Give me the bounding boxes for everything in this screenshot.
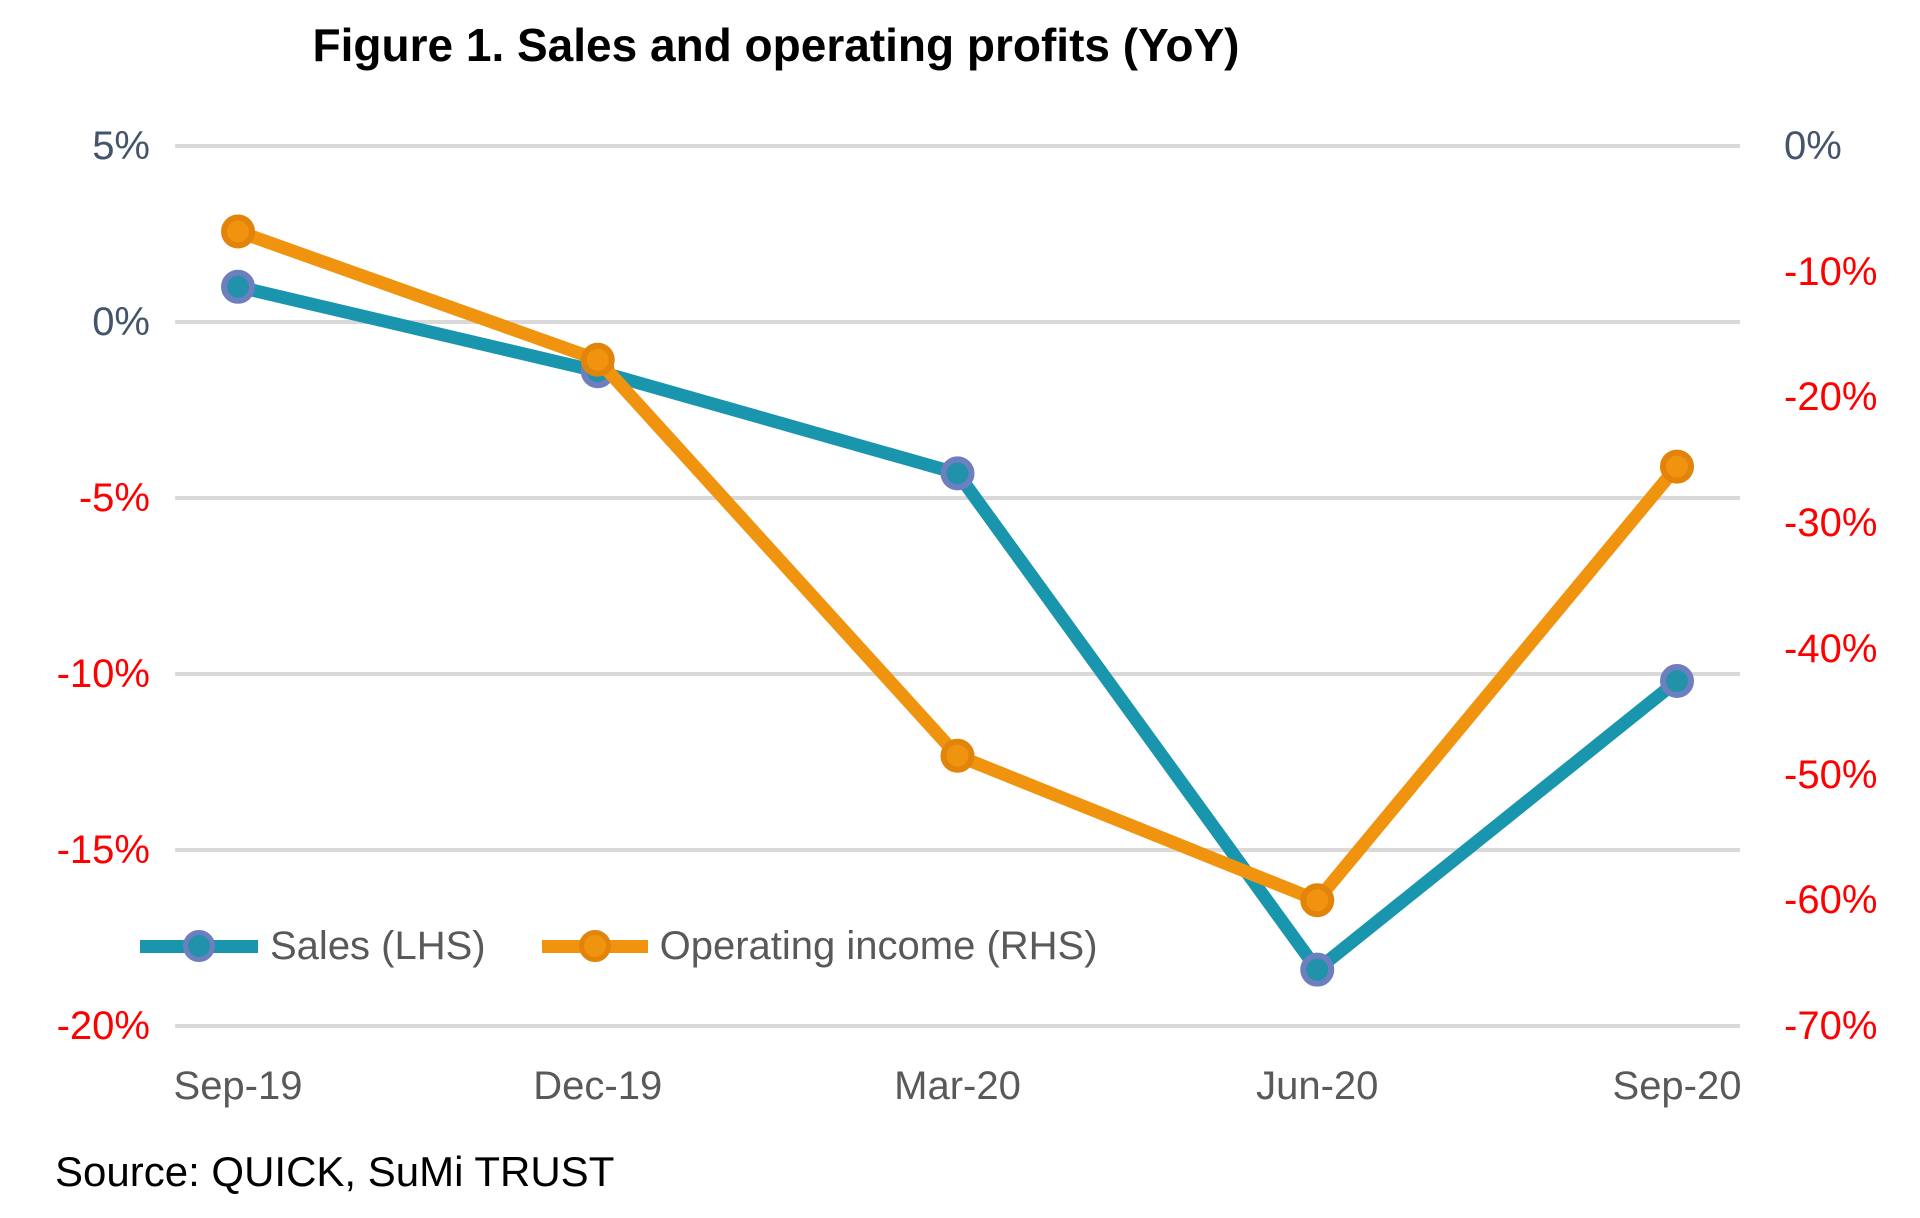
series-line-0 [231, 280, 1684, 977]
data-point-1-Sep-19 [221, 214, 255, 249]
sales-marker-icon [183, 930, 215, 962]
legend-item-sales: Sales (LHS) [140, 924, 486, 969]
legend-label-operating-income: Operating income (RHS) [659, 923, 1098, 968]
operating-income-marker-icon [578, 930, 611, 962]
data-point-1-Dec-19 [580, 342, 615, 377]
left-axis-tick-label: -15% [56, 828, 150, 872]
data-point-1-Mar-20 [940, 738, 975, 773]
x-axis-tick-label: Sep-19 [173, 1064, 303, 1108]
x-axis-tick-label: Sep-20 [1612, 1064, 1742, 1108]
right-axis-tick-label: 0% [1784, 124, 1842, 168]
right-axis-tick-label: -30% [1784, 501, 1878, 546]
right-axis-tick-label: -60% [1784, 878, 1878, 923]
left-axis-tick-label: -10% [56, 652, 150, 696]
legend-label-sales: Sales (LHS) [270, 923, 486, 968]
legend-item-operating-income: Operating income (RHS) [541, 923, 1098, 969]
chart-title: Figure 1. Sales and operating profits (Y… [312, 19, 1240, 71]
right-axis-tick-label: -40% [1784, 626, 1878, 671]
data-point-0-Sep-20 [1660, 664, 1694, 699]
left-axis-tick-label: 0% [92, 300, 150, 344]
left-axis-tick-label: -5% [78, 476, 150, 520]
legend: Sales (LHS) Operating income (RHS) [140, 915, 1098, 977]
right-axis-tick-label: -20% [1784, 375, 1878, 420]
x-axis-tick-label: Jun-20 [1256, 1064, 1379, 1108]
x-axis-tick-label: Dec-19 [533, 1064, 663, 1108]
operating-income-line-sample [541, 930, 648, 962]
data-point-0-Jun-20 [1300, 952, 1335, 987]
data-point-0-Mar-20 [940, 456, 975, 491]
left-axis-tick-label: 5% [92, 124, 150, 168]
left-axis-tick-label: -20% [56, 1004, 150, 1048]
source-note: Source: QUICK, SuMi TRUST [55, 1148, 615, 1195]
right-axis-tick-label: -50% [1784, 752, 1878, 797]
right-axis-tick-label: -70% [1784, 1004, 1878, 1048]
data-point-1-Sep-20 [1660, 449, 1694, 484]
sales-line-sample [140, 930, 258, 962]
data-point-1-Jun-20 [1300, 883, 1335, 918]
right-axis-tick-label: -10% [1784, 249, 1878, 294]
data-point-0-Sep-19 [221, 269, 255, 304]
x-axis-tick-label: Mar-20 [894, 1064, 1021, 1108]
